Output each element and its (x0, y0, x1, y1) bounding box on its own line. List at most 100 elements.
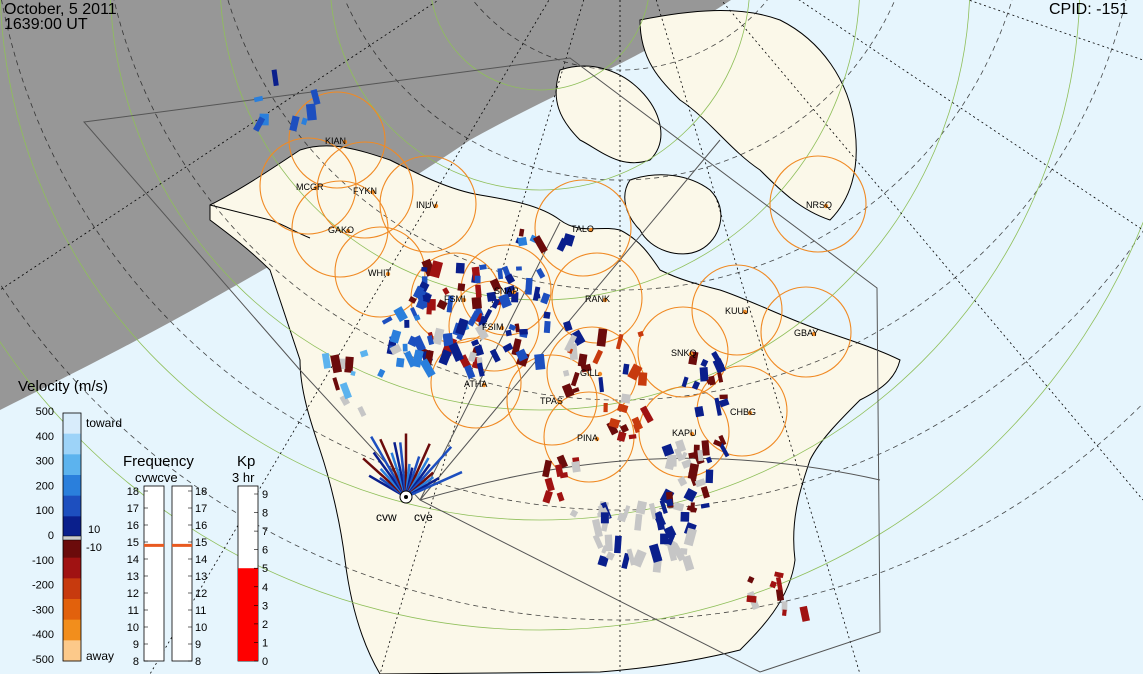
station-dot-tpas (557, 399, 563, 405)
scatter-cell (344, 356, 354, 373)
station-circle-gbay (760, 286, 852, 378)
station-dot-nrsq (823, 203, 829, 209)
frequency-tick-left: 12 (127, 588, 139, 600)
station-dot-rank (602, 297, 608, 303)
frequency-tick-left: 13 (127, 571, 139, 583)
scatter-cell (455, 318, 469, 336)
scatter-cell (515, 266, 522, 271)
scatter-cell (717, 372, 724, 383)
scatter-cell (598, 377, 605, 393)
scatter-cell (540, 292, 551, 305)
scatter-cell (628, 434, 637, 440)
station-label-nrsq: NRSQ (806, 200, 832, 210)
scatter-cell (455, 262, 465, 274)
station-label-gbay: GBAY (794, 328, 818, 338)
scatter-cell (339, 394, 350, 406)
time-label: 1639:00 UT (4, 16, 88, 33)
station-circle-gako (291, 180, 389, 278)
station-dot-kapu (689, 431, 695, 437)
scatter-cell (253, 116, 266, 132)
scatter-cell (517, 236, 528, 247)
scatter-cell (467, 310, 481, 327)
station-circle-kuuj (691, 264, 783, 356)
scatter-cell (464, 364, 476, 380)
scatter-cell (502, 342, 514, 353)
station-dot-whit (385, 271, 391, 277)
scatter-cell (561, 383, 575, 398)
scatter-cell (467, 351, 477, 363)
scatter-cell (471, 296, 482, 310)
scatter-cell (339, 358, 346, 369)
scatter-cell (544, 477, 555, 492)
date-label: October, 5 2011 (4, 1, 117, 18)
scatter-cell (570, 371, 580, 387)
scatter-cell (518, 228, 525, 237)
scatter-cell (511, 291, 519, 303)
velocity-swatch (63, 495, 81, 517)
station-dot-gill (597, 371, 603, 377)
kp-tick: 5 (262, 563, 268, 575)
scatter-cell (688, 451, 698, 459)
scatter-cell (782, 609, 787, 616)
frequency-tick-left: 16 (127, 520, 139, 532)
scatter-cell (680, 511, 690, 522)
station-circle-kian (288, 91, 386, 189)
kp-tick: 6 (262, 545, 268, 557)
station-label-tpas: TPAS (540, 396, 563, 406)
scatter-cell (706, 377, 714, 385)
scatter-cell (775, 576, 783, 591)
cpid-label: CPID: -151 (1049, 1, 1129, 18)
station-dot-pina (594, 436, 600, 442)
station-label-atha: ATHA (464, 379, 487, 389)
scatter-cell (478, 316, 485, 327)
scatter-cell (332, 377, 340, 391)
station-dot-gbay (811, 331, 817, 337)
scatter-cell (533, 235, 548, 254)
land-arctic-islands (555, 65, 662, 164)
scatter-cell (564, 334, 578, 353)
scatter-cell (620, 393, 631, 404)
scatter-cell (489, 278, 502, 292)
scatter-cell (569, 509, 579, 518)
scatter-cell (253, 95, 264, 103)
station-dot-kuuj (742, 309, 748, 315)
scatter-cell (423, 292, 432, 303)
station-label-snap: SNAP (494, 286, 519, 296)
velocity-swatch (63, 557, 81, 579)
scatter-cell (504, 273, 516, 285)
velocity-tick: 200 (36, 480, 54, 492)
scatter-cell (667, 545, 678, 562)
scatter-cell (543, 320, 551, 334)
scatter-cell (508, 323, 517, 331)
scatter-cell (622, 363, 630, 375)
station-label-chbg: CHBG (730, 407, 756, 417)
scatter-cell (301, 117, 308, 126)
scatter-cell (577, 353, 588, 368)
scatter-cell (799, 605, 810, 622)
velocity-zero-band (62, 535, 82, 541)
kp-legend-title: Kp (237, 453, 255, 470)
scatter-cell (705, 456, 713, 464)
frequency-tick-right: 14 (195, 554, 207, 566)
scatter-cell (404, 319, 410, 328)
scatter-cell (769, 580, 778, 589)
kp-legend-subtitle: 3 hr (232, 470, 255, 485)
velocity-tick: 300 (36, 456, 54, 468)
scatter-cell (719, 394, 728, 400)
scatter-cell (681, 458, 693, 469)
scatter-cell (570, 329, 586, 347)
station-dot-talo (588, 227, 594, 233)
scatter-cell (486, 291, 497, 302)
scatter-cell (519, 328, 528, 335)
magnetic-latitude-circles (0, 0, 1143, 631)
station-label-kuuj: KUUJ (725, 306, 749, 316)
velocity-tick: 0 (48, 530, 54, 542)
scatter-cell (505, 329, 512, 337)
scatter-cell (556, 491, 565, 502)
velocity-swatch (63, 640, 81, 662)
scatter-cell (690, 502, 695, 513)
scatter-cell (442, 287, 450, 296)
kp-tick: 2 (262, 619, 268, 631)
